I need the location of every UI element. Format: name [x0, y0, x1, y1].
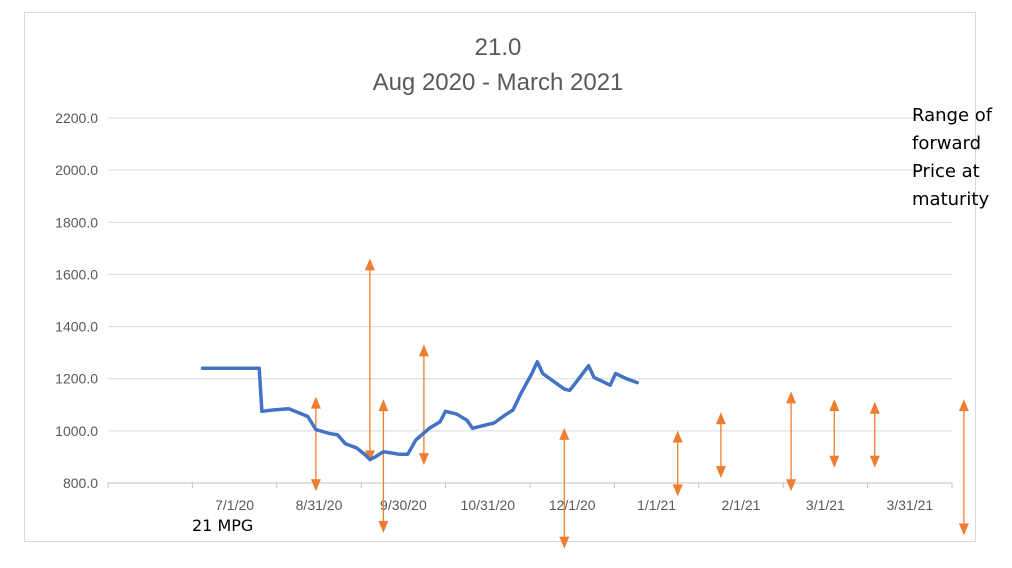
forward-range [786, 391, 797, 492]
forward-range [672, 430, 683, 497]
y-tick-label: 1600.0 [55, 266, 98, 282]
range-arrow-up [672, 430, 683, 443]
range-arrow-up [715, 412, 726, 425]
y-tick-label: 2000.0 [55, 162, 98, 178]
range-note-line: Price at [912, 161, 980, 182]
forward-range [559, 427, 570, 549]
range-arrow-up [310, 396, 321, 409]
x-tick-label: 1/1/21 [637, 497, 676, 513]
x-tick-label: 8/31/20 [296, 497, 343, 513]
y-tick-label: 1000.0 [55, 423, 98, 439]
x-tick-labels: 7/1/20 8/31/20 9/30/20 10/31/20 12/1/20 1/1/2… [215, 497, 933, 513]
y-tick-label: 2200.0 [55, 110, 98, 126]
range-arrow-down [310, 479, 321, 492]
range-arrow-down [364, 450, 375, 463]
range-arrow-down [715, 466, 726, 479]
x-tick-label: 7/1/20 [215, 497, 254, 513]
axes [107, 482, 953, 488]
x-tick-label: 3/31/21 [886, 497, 933, 513]
range-note-line: forward [912, 133, 982, 154]
range-arrow-up [869, 401, 880, 414]
x-tick-label: 3/1/21 [806, 497, 845, 513]
range-arrow-up [958, 399, 969, 412]
range-arrow-down [418, 453, 429, 466]
x-tick-label: 10/31/20 [461, 497, 516, 513]
y-tick-label: 1400.0 [55, 319, 98, 335]
range-arrow-down [786, 479, 797, 492]
forward-range [418, 344, 429, 466]
chart-title: 21.0 [475, 34, 522, 61]
range-note-line: Range of [912, 105, 993, 126]
range-arrow-up [364, 258, 375, 271]
forward-range [829, 399, 840, 468]
range-arrow-down [378, 520, 389, 533]
range-arrow-down [869, 455, 880, 468]
y-tick-label: 1200.0 [55, 371, 98, 387]
forward-range [310, 396, 321, 492]
x-tick-label: 9/30/20 [380, 497, 427, 513]
y-tick-label: 1800.0 [55, 214, 98, 230]
range-note: Range of forward Price at maturity [912, 102, 1008, 214]
y-tick-labels: 800.0 1000.0 1200.0 1400.0 1600.0 1800.0 2000.… [55, 110, 98, 491]
range-arrow-up [829, 399, 840, 412]
gridlines [108, 117, 952, 432]
range-arrow-up [559, 427, 570, 440]
x-tick-label: 2/1/21 [722, 497, 761, 513]
range-arrow-down [829, 455, 840, 468]
price-series [200, 360, 639, 462]
forward-range [378, 399, 389, 533]
x-tick-label: 12/1/20 [549, 497, 596, 513]
chart-subtitle: Aug 2020 - March 2021 [373, 69, 624, 96]
range-arrow-down [958, 523, 969, 536]
forward-range [869, 401, 880, 468]
mpg-label: 21 MPG [192, 516, 254, 535]
range-note-line: maturity [912, 189, 990, 210]
range-arrow-down [672, 484, 683, 497]
forward-range-arrows [310, 258, 969, 549]
price-line [200, 360, 639, 462]
y-tick-label: 800.0 [63, 475, 98, 491]
forward-range [958, 399, 969, 536]
forward-range [364, 258, 375, 463]
chart-frame [24, 12, 976, 542]
forward-range [715, 412, 726, 479]
range-arrow-down [559, 536, 570, 549]
range-arrow-up [378, 399, 389, 412]
range-arrow-up [786, 391, 797, 404]
range-arrow-up [418, 344, 429, 357]
